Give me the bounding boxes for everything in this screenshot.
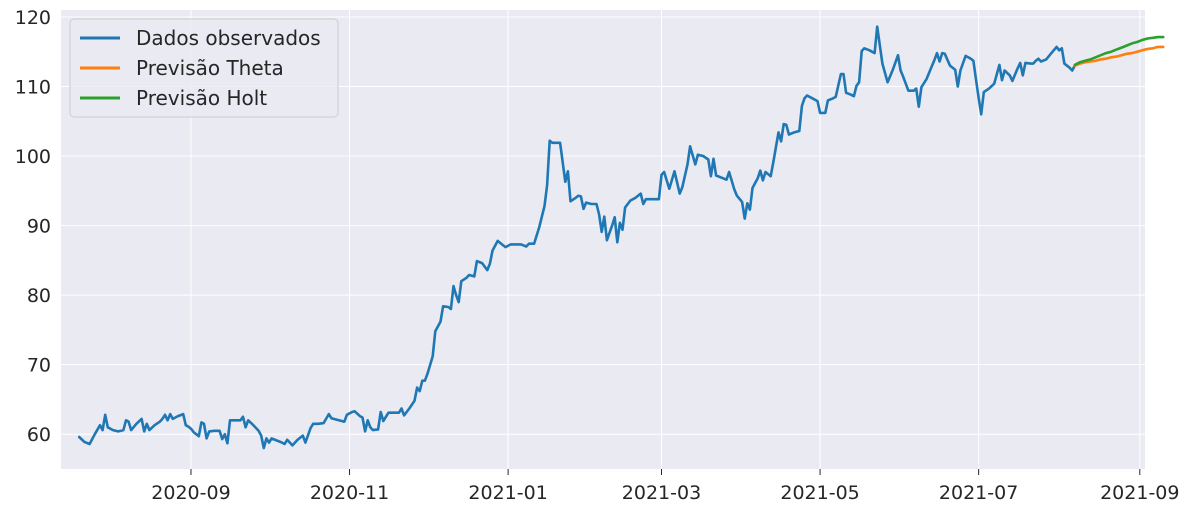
x-tick-label: 2021-03: [622, 482, 701, 504]
legend-box: [69, 18, 339, 118]
y-tick-label: 60: [27, 424, 51, 446]
legend: Dados observados Previsão Theta Previsão…: [69, 18, 339, 118]
x-tick-label: 2021-09: [1100, 482, 1179, 504]
x-tick-label: 2021-01: [468, 482, 547, 504]
series-line-holt: [1073, 35, 1165, 67]
y-tick-label: 120: [15, 7, 51, 29]
y-tick-label: 90: [27, 216, 51, 238]
y-tick-label: 110: [15, 77, 51, 99]
legend-label-observed: Dados observados: [136, 26, 321, 50]
y-tick-label: 70: [27, 355, 51, 377]
series-layer: [77, 25, 1165, 450]
axis-tick-labels: 60 70 80 90 100 110 120 2020-09 2020-11 2021-01 20…: [15, 7, 1180, 504]
x-tick-label: 2020-09: [151, 482, 230, 504]
x-tick-label: 2021-07: [939, 482, 1018, 504]
legend-label-theta: Previsão Theta: [136, 56, 284, 80]
legend-label-holt: Previsão Holt: [136, 86, 267, 110]
y-tick-label: 80: [27, 285, 51, 307]
series-line-observed: [77, 25, 1077, 450]
y-tick-label: 100: [15, 146, 51, 168]
series-line-theta: [1073, 45, 1165, 67]
x-tick-label: 2021-05: [780, 482, 859, 504]
x-tick-label: 2020-11: [310, 482, 389, 504]
